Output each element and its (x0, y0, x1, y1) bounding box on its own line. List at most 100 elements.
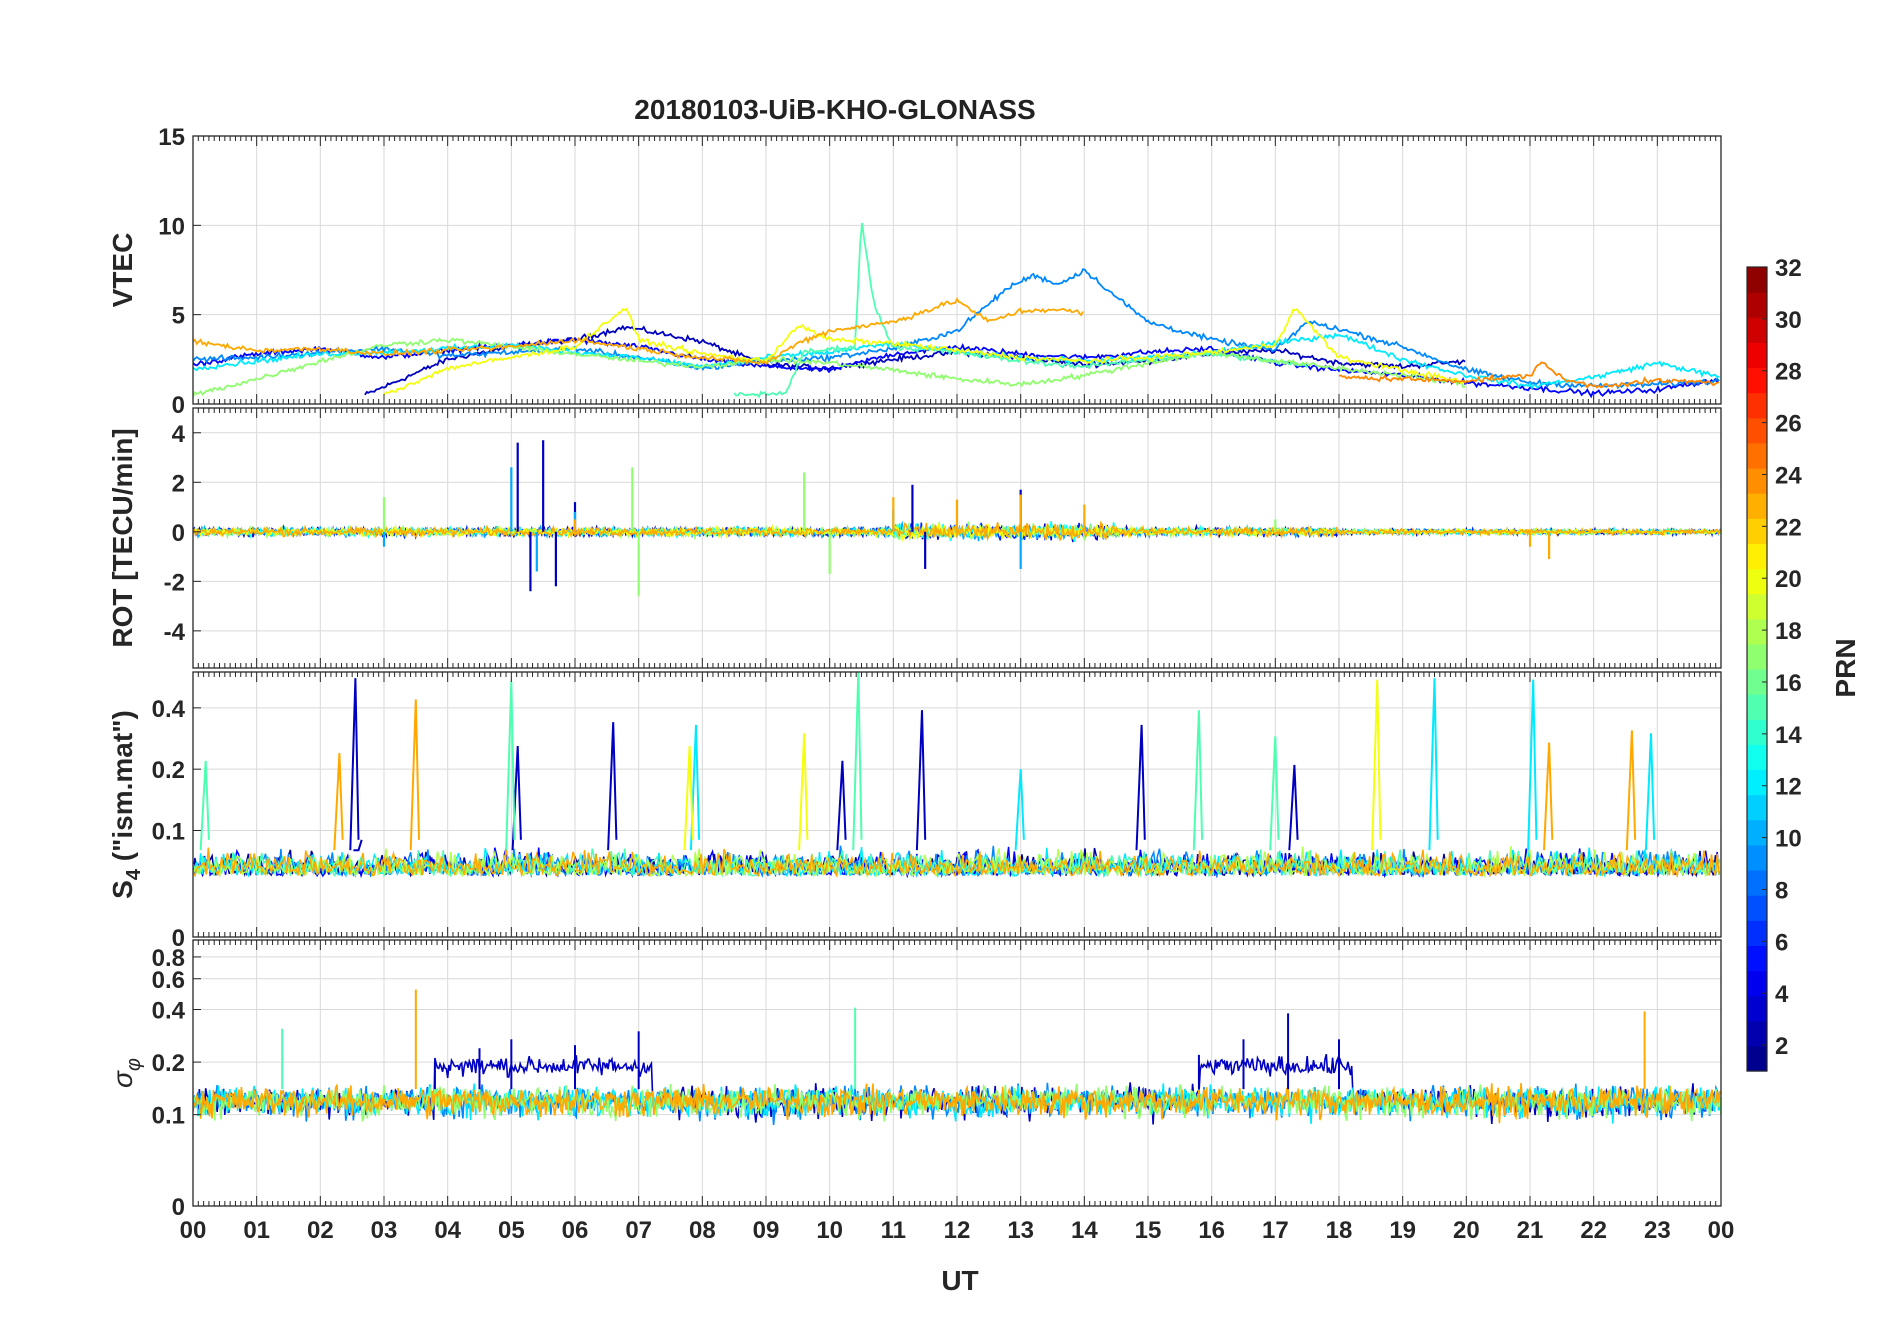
colorbar-segment (1747, 920, 1767, 946)
x-tick-label: 02 (307, 1217, 334, 1244)
s4-spike (1371, 679, 1382, 851)
rot-series-line (193, 520, 1721, 542)
colorbar-segment (1747, 468, 1767, 494)
x-tick-label: 16 (1198, 1217, 1225, 1244)
s4-spike (798, 733, 809, 851)
x-tick-label: 21 (1517, 1217, 1544, 1244)
colorbar-segment (1747, 267, 1767, 293)
y-axis-label: ROT [TECU/min] (107, 428, 138, 647)
x-tick-label: 11 (881, 1217, 906, 1244)
colorbar-segment (1747, 769, 1767, 796)
s4-spike (199, 760, 210, 851)
y-tick-label: 4 (172, 421, 186, 448)
colorbar-tick-label: 18 (1775, 618, 1802, 645)
colorbar-segment (1747, 744, 1767, 771)
colorbar-segment (1747, 543, 1767, 570)
y-tick-label: 0.2 (152, 757, 185, 784)
y-tick-label: 0.1 (152, 1103, 185, 1130)
colorbar-segment (1747, 568, 1767, 595)
x-tick-label: 20 (1453, 1217, 1480, 1244)
colorbar-tick-label: 16 (1775, 670, 1802, 697)
s4-spike (409, 699, 420, 851)
colorbar-segment (1747, 819, 1767, 846)
panel-sigma_phi: 0 0.1 0.2 0.4 0.60.8 σφ (107, 939, 1722, 1221)
colorbar-tick-label: 6 (1775, 929, 1788, 956)
y-tick-label: -4 (164, 619, 186, 646)
colorbar-tick-label: 20 (1775, 566, 1802, 593)
colorbar-segment (1747, 643, 1767, 670)
y-tick-label: 0.6 (152, 967, 185, 994)
s4-spike (1428, 678, 1439, 851)
colorbar-segment (1747, 367, 1767, 394)
vtec-series-line (364, 324, 1466, 396)
colorbar-tick-label: 14 (1775, 722, 1802, 749)
colorbar-segment (1747, 442, 1767, 469)
x-tick-label: 10 (816, 1217, 843, 1244)
x-tick-label: 14 (1071, 1217, 1098, 1244)
x-tick-label: 19 (1389, 1217, 1416, 1244)
series-group (193, 222, 1720, 399)
x-tick-label: 07 (625, 1217, 652, 1244)
s4-series-line (193, 847, 1720, 879)
x-tick-label: 00 (180, 1217, 207, 1244)
s4-spike (852, 672, 863, 851)
x-tick-label: 18 (1326, 1217, 1353, 1244)
colorbar-segment (1747, 1045, 1767, 1072)
colorbar-segment (1747, 694, 1767, 720)
vtec-series-line (193, 337, 1466, 398)
y-tick-label: 0.8 (152, 945, 185, 972)
y-axis-label: σφ (107, 1058, 145, 1088)
x-tick-label: 01 (243, 1217, 270, 1244)
x-axis-label: UT (941, 1265, 978, 1296)
y-tick-label: 5 (172, 303, 185, 330)
series-group (193, 440, 1721, 597)
s4-spike (349, 678, 360, 851)
colorbar-tick-label: 26 (1775, 411, 1802, 438)
panel-vtec: 0 5 10 15 VTEC (107, 124, 1722, 419)
colorbar-segment (1747, 669, 1767, 695)
colorbar-segment (1747, 844, 1767, 871)
y-tick-label: 2 (172, 470, 185, 497)
s4-spike (505, 681, 516, 851)
y-tick-label: 0.1 (152, 818, 185, 845)
colorbar-segment (1747, 493, 1767, 519)
s4-spike (1543, 742, 1554, 851)
colorbar-tick-label: 22 (1775, 514, 1802, 541)
colorbar-segment (1747, 342, 1767, 369)
colorbar-segment (1747, 995, 1767, 1022)
series-group (193, 989, 1721, 1125)
colorbar-segment (1747, 719, 1767, 745)
x-tick-label: 08 (689, 1217, 716, 1244)
s4-spike (683, 745, 694, 851)
colorbar-tick-label: 30 (1775, 307, 1802, 334)
colorbar-tick-label: 10 (1775, 826, 1802, 853)
x-tick-label: 00 (1708, 1217, 1735, 1244)
s4-spike (836, 760, 847, 851)
x-tick-label: 04 (434, 1217, 461, 1244)
colorbar-label: PRN (1830, 638, 1861, 697)
y-tick-label: 0 (172, 1194, 185, 1221)
x-tick-label: 03 (371, 1217, 398, 1244)
colorbar-segment (1747, 870, 1767, 896)
colorbar-segment (1747, 970, 1767, 997)
s4-spike (607, 722, 618, 851)
colorbar-segment (1747, 317, 1767, 343)
x-tick-label: 12 (944, 1217, 971, 1244)
x-tick-label: 22 (1580, 1217, 1607, 1244)
s4-spike (1014, 769, 1025, 851)
x-tick-label: 05 (498, 1217, 525, 1244)
x-tick-label: 06 (562, 1217, 589, 1244)
y-tick-label: -2 (164, 569, 185, 596)
y-tick-label: 0 (172, 925, 185, 952)
y-tick-label: 0 (172, 520, 185, 547)
s4-spike (1192, 710, 1204, 851)
vtec-series-line (193, 337, 1720, 399)
y-axis-label: S4 ("ism.mat") (107, 710, 145, 899)
colorbar-tick-label: 32 (1775, 255, 1802, 282)
s4-spike (1269, 736, 1280, 851)
colorbar-tick-label: 24 (1775, 462, 1802, 489)
x-tick-label: 13 (1007, 1217, 1034, 1244)
